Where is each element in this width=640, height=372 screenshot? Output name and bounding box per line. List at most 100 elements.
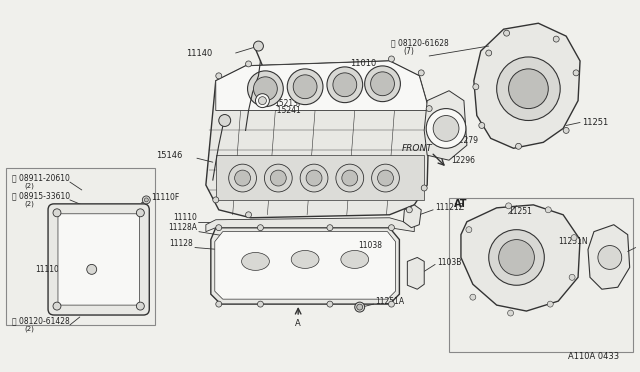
Circle shape — [563, 128, 569, 134]
Circle shape — [253, 41, 264, 51]
Text: Ⓦ 08915-33610: Ⓦ 08915-33610 — [12, 192, 70, 201]
Circle shape — [506, 203, 511, 209]
Circle shape — [489, 230, 544, 285]
Circle shape — [213, 197, 219, 203]
Circle shape — [306, 170, 322, 186]
Text: 11010: 11010 — [350, 60, 376, 68]
Circle shape — [257, 301, 264, 307]
Text: 11110: 11110 — [173, 213, 197, 222]
Text: 11128A: 11128A — [168, 223, 197, 232]
Polygon shape — [206, 218, 414, 232]
Polygon shape — [216, 61, 429, 110]
Ellipse shape — [241, 253, 269, 270]
Circle shape — [53, 302, 61, 310]
FancyBboxPatch shape — [216, 155, 424, 200]
Circle shape — [216, 73, 221, 79]
Circle shape — [569, 274, 575, 280]
Text: 12279: 12279 — [454, 136, 478, 145]
Text: 11251: 11251 — [509, 207, 532, 216]
Text: 11128: 11128 — [169, 239, 193, 248]
Circle shape — [219, 115, 230, 126]
Circle shape — [142, 196, 150, 204]
Circle shape — [327, 225, 333, 231]
Circle shape — [257, 225, 264, 231]
Text: 11110F: 11110F — [151, 193, 179, 202]
Polygon shape — [588, 225, 630, 289]
Circle shape — [553, 36, 559, 42]
Text: 11140: 11140 — [186, 48, 212, 58]
Circle shape — [136, 302, 145, 310]
Circle shape — [378, 170, 394, 186]
Circle shape — [545, 207, 551, 213]
Circle shape — [470, 294, 476, 300]
Text: FRONT: FRONT — [402, 144, 433, 153]
Circle shape — [53, 209, 61, 217]
Circle shape — [355, 302, 365, 312]
Circle shape — [388, 225, 394, 231]
Polygon shape — [461, 205, 580, 311]
Circle shape — [388, 301, 394, 307]
Circle shape — [327, 301, 333, 307]
Circle shape — [473, 84, 479, 90]
Circle shape — [426, 109, 466, 148]
Circle shape — [235, 170, 250, 186]
Text: (2): (2) — [24, 201, 34, 207]
Text: A: A — [295, 319, 301, 328]
Circle shape — [598, 246, 621, 269]
Circle shape — [145, 198, 148, 202]
Circle shape — [246, 212, 252, 218]
Ellipse shape — [341, 250, 369, 268]
Circle shape — [486, 50, 492, 56]
Circle shape — [248, 71, 284, 107]
Circle shape — [547, 301, 553, 307]
Text: 11110B: 11110B — [35, 265, 64, 274]
Text: 15146: 15146 — [156, 151, 182, 160]
Circle shape — [497, 57, 560, 121]
Text: AT: AT — [454, 199, 467, 209]
Text: -15241: -15241 — [275, 106, 301, 115]
Text: 11251A: 11251A — [376, 296, 404, 306]
Circle shape — [504, 30, 509, 36]
Text: Ⓑ 08120-61428: Ⓑ 08120-61428 — [12, 317, 70, 326]
Circle shape — [421, 185, 427, 191]
Text: 11121Z: 11121Z — [435, 203, 464, 212]
Circle shape — [419, 70, 424, 76]
Text: 1103B: 1103B — [437, 258, 461, 267]
Circle shape — [255, 94, 269, 108]
Text: 15213P: 15213P — [275, 99, 303, 108]
Circle shape — [259, 97, 266, 105]
FancyBboxPatch shape — [6, 168, 156, 325]
Circle shape — [216, 225, 221, 231]
Polygon shape — [206, 61, 429, 218]
Circle shape — [336, 164, 364, 192]
Circle shape — [365, 66, 401, 102]
Circle shape — [466, 227, 472, 232]
Polygon shape — [474, 23, 580, 148]
Text: 11251N: 11251N — [558, 237, 588, 246]
Circle shape — [264, 164, 292, 192]
Circle shape — [300, 164, 328, 192]
Polygon shape — [403, 205, 421, 228]
Circle shape — [433, 116, 459, 141]
Ellipse shape — [291, 250, 319, 268]
Text: (2): (2) — [24, 326, 34, 332]
Circle shape — [516, 143, 522, 149]
Circle shape — [509, 69, 548, 109]
Polygon shape — [211, 228, 399, 304]
Circle shape — [136, 209, 145, 217]
Text: 11038: 11038 — [358, 241, 381, 250]
Circle shape — [356, 304, 363, 310]
FancyBboxPatch shape — [58, 214, 140, 305]
Polygon shape — [424, 91, 467, 160]
Circle shape — [270, 170, 286, 186]
Circle shape — [571, 235, 577, 241]
Text: Ⓑ 08120-61628: Ⓑ 08120-61628 — [392, 39, 449, 48]
FancyBboxPatch shape — [48, 204, 149, 315]
FancyBboxPatch shape — [449, 198, 633, 352]
Circle shape — [87, 264, 97, 274]
Polygon shape — [407, 257, 424, 289]
Text: Ⓝ 08911-20610: Ⓝ 08911-20610 — [12, 174, 70, 183]
Circle shape — [293, 75, 317, 99]
Circle shape — [327, 67, 363, 103]
Circle shape — [499, 240, 534, 275]
